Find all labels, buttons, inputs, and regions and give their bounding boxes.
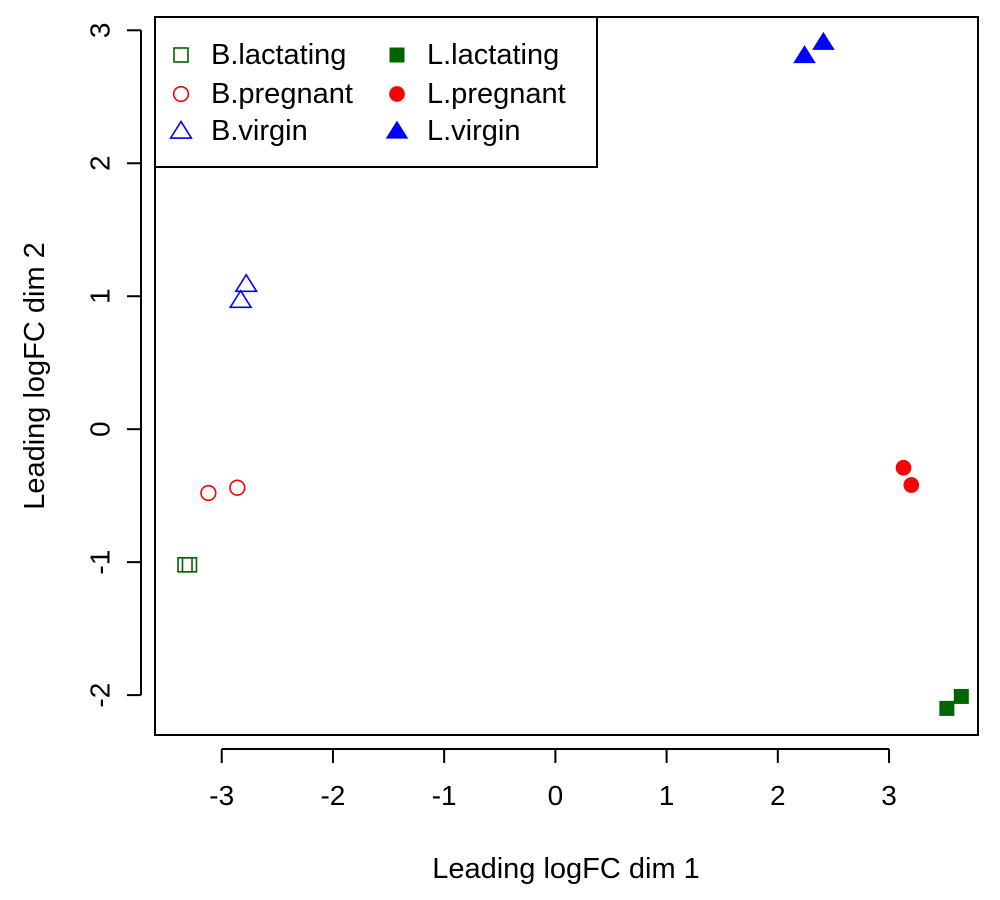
x-axis: -3 -2 -1 0 1 2 3 xyxy=(209,748,897,811)
data-point xyxy=(229,479,246,496)
legend-label: L.lactating xyxy=(427,39,559,71)
data-point xyxy=(793,45,816,64)
x-tick-label: 2 xyxy=(770,780,786,811)
y-tick-label: 3 xyxy=(85,23,116,39)
legend-marker xyxy=(173,47,189,63)
legend-marker xyxy=(389,86,405,102)
x-axis-title: Leading logFC dim 1 xyxy=(432,853,700,885)
legend-label: L.pregnant xyxy=(427,78,566,110)
legend-marker xyxy=(172,85,190,103)
y-tick-label: -2 xyxy=(85,683,116,708)
data-point xyxy=(953,688,969,704)
x-tick-label: 1 xyxy=(659,780,675,811)
data-point xyxy=(234,273,259,293)
y-tick-label: 0 xyxy=(85,421,116,437)
legend-label: L.virgin xyxy=(427,115,521,147)
x-tick-label: 0 xyxy=(548,780,564,811)
data-point xyxy=(812,31,835,50)
y-tick-label: 1 xyxy=(85,288,116,304)
y-axis-title: Leading logFC dim 2 xyxy=(19,242,51,510)
y-tick-label: -1 xyxy=(85,550,116,575)
data-point xyxy=(228,289,253,309)
legend-label: B.pregnant xyxy=(211,78,353,110)
y-tick-label: 2 xyxy=(85,155,116,171)
data-point xyxy=(895,459,912,476)
legend: B.lactating B.pregnant B.virgin L.lactating… xyxy=(154,16,598,168)
legend-label: B.lactating xyxy=(211,39,346,71)
legend-label: B.virgin xyxy=(211,115,308,147)
data-points xyxy=(177,31,969,716)
y-axis: -2 -1 0 1 2 3 xyxy=(85,23,142,708)
data-point xyxy=(177,557,193,573)
x-tick-label: 3 xyxy=(881,780,897,811)
x-tick-label: -2 xyxy=(320,780,345,811)
x-tick-label: -3 xyxy=(209,780,234,811)
legend-marker xyxy=(385,120,409,139)
data-point xyxy=(181,557,198,573)
x-tick-label: -1 xyxy=(432,780,457,811)
legend-marker xyxy=(169,120,193,139)
data-point xyxy=(200,484,217,502)
data-point xyxy=(903,477,920,493)
legend-marker xyxy=(389,47,405,63)
legend-box xyxy=(154,16,598,168)
data-point xyxy=(939,700,955,716)
